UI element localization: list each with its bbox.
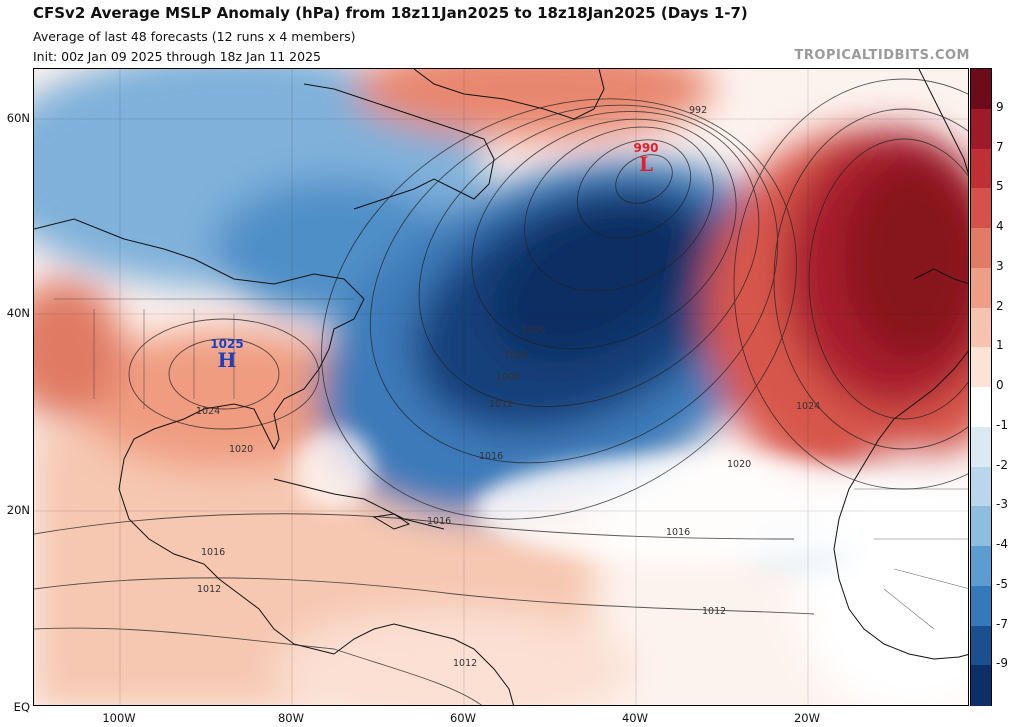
colorbar-segment xyxy=(971,108,991,149)
contour-label: 1016 xyxy=(479,451,503,462)
contour-label: 1020 xyxy=(229,444,253,455)
isobars xyxy=(34,78,968,705)
low-pressure-value: 990 xyxy=(633,141,659,155)
colorbar-label: -2 xyxy=(996,457,1008,472)
contour-label: 992 xyxy=(689,105,707,116)
colorbar-segment xyxy=(971,387,991,428)
colorbar-segment xyxy=(971,506,991,547)
colorbar-segment xyxy=(971,625,991,666)
lat-label-eq: EQ xyxy=(13,700,30,714)
lon-label-100w: 100W xyxy=(102,711,136,725)
lon-label-40w: 40W xyxy=(621,711,648,725)
contour-label: 1016 xyxy=(427,516,451,527)
contour-label: 1000 xyxy=(521,325,545,336)
lat-label-40n: 40N xyxy=(6,306,30,320)
lat-label-60n: 60N xyxy=(6,111,30,125)
map-title: CFSv2 Average MSLP Anomaly (hPa) from 18… xyxy=(33,4,748,22)
colorbar-label: -4 xyxy=(996,537,1008,551)
colorbar-label: 3 xyxy=(996,258,1004,273)
colorbar-label: -5 xyxy=(996,576,1008,591)
colorbar-label: 9 xyxy=(996,99,1004,114)
colorbar-label: 2 xyxy=(996,298,1004,313)
colorbar-segment xyxy=(971,347,991,388)
mslp-anomaly-map: 992 1000 1004 1008 1012 1016 1020 1024 1… xyxy=(33,68,969,706)
high-pressure-value: 1025 xyxy=(210,337,244,351)
high-pressure-letter: H xyxy=(217,348,237,372)
colorbar-label: 4 xyxy=(996,219,1004,233)
map-canvas: 992 1000 1004 1008 1012 1016 1020 1024 1… xyxy=(34,69,968,705)
colorbar-segment xyxy=(971,546,991,587)
contour-label: 1012 xyxy=(702,606,726,617)
colorbar-label: -3 xyxy=(996,497,1008,512)
map-subtitle-forecasts: Average of last 48 forecasts (12 runs x … xyxy=(33,29,356,44)
colorbar-segment xyxy=(971,466,991,507)
lat-label-20n: 20N xyxy=(6,503,30,517)
low-pressure-center: 990 L xyxy=(621,141,671,176)
colorbar-segment xyxy=(971,267,991,308)
contour-label: 1024 xyxy=(796,401,820,412)
contour-label: 1012 xyxy=(197,584,221,595)
colorbar-label: -1 xyxy=(996,417,1008,432)
colorbar-segment xyxy=(971,665,991,706)
contour-label: 1008 xyxy=(496,372,520,383)
colorbar-segment xyxy=(971,585,991,626)
colorbar-segment xyxy=(971,426,991,467)
colorbar-segment xyxy=(971,188,991,229)
contour-label: 1016 xyxy=(666,527,690,538)
colorbar-segment xyxy=(971,148,991,189)
contour-label: 1016 xyxy=(201,547,225,558)
contour-label: 1012 xyxy=(453,658,477,669)
colorbar-segment xyxy=(971,69,991,110)
colorbar-segment xyxy=(971,307,991,348)
colorbar-label: 7 xyxy=(996,139,1004,154)
contour-label: 1024 xyxy=(196,406,220,417)
high-pressure-center: 1025 H xyxy=(202,337,252,372)
lon-label-60w: 60W xyxy=(449,711,476,725)
contour-label: 1004 xyxy=(504,350,528,361)
graticule xyxy=(34,69,968,705)
colorbar xyxy=(970,68,992,706)
colorbar-label: 5 xyxy=(996,179,1004,194)
contour-labels: 992 1000 1004 1008 1012 1016 1020 1024 1… xyxy=(196,105,820,669)
colorbar-label: 1 xyxy=(996,338,1004,353)
coastlines xyxy=(34,69,968,705)
lon-label-20w: 20W xyxy=(793,711,820,725)
contour-label: 1012 xyxy=(489,399,513,410)
colorbar-label: -9 xyxy=(996,656,1008,671)
lon-label-80w: 80W xyxy=(277,711,304,725)
colorbar-label: -7 xyxy=(996,616,1008,631)
brand-watermark: TROPICALTIDBITS.COM xyxy=(794,48,970,63)
contour-label: 1020 xyxy=(727,459,751,470)
borders xyxy=(54,298,968,630)
map-subtitle-init: Init: 00z Jan 09 2025 through 18z Jan 11… xyxy=(33,49,321,64)
low-pressure-letter: L xyxy=(638,152,654,176)
colorbar-segment xyxy=(971,228,991,269)
colorbar-label: 0 xyxy=(996,378,1004,392)
